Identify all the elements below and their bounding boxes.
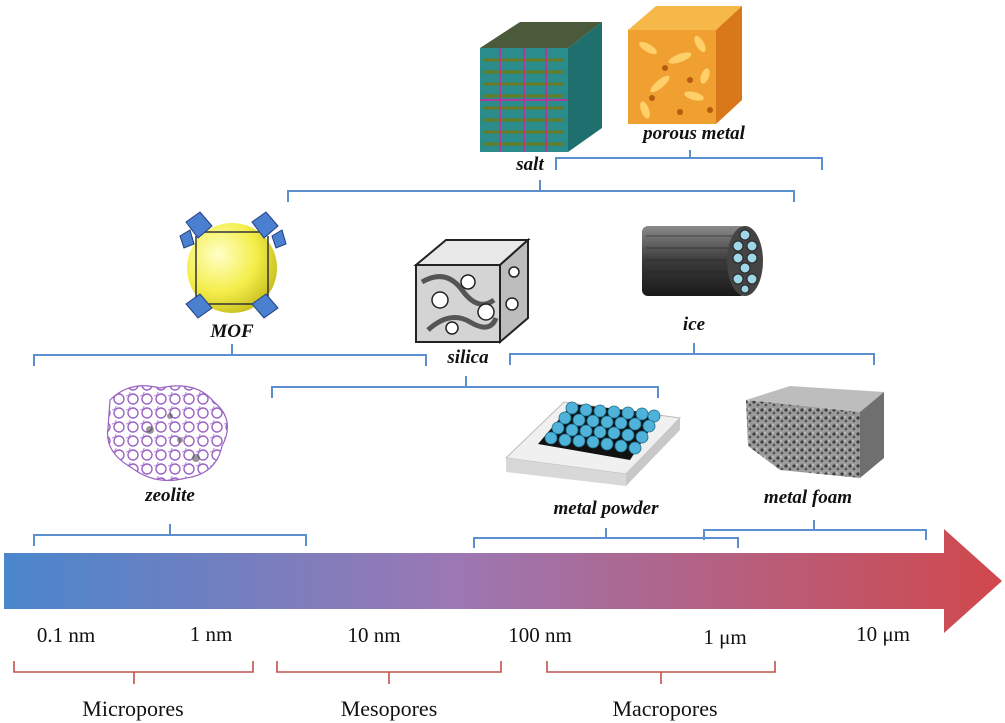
ice-label: ice	[683, 314, 706, 335]
silica-bracket	[271, 376, 659, 398]
metal-foam-bracket	[703, 520, 927, 540]
mof-image	[179, 211, 287, 319]
pore-size-scale-arrow	[4, 529, 1002, 633]
mesopores-label: Mesopores	[341, 696, 438, 721]
ice-image	[642, 226, 763, 296]
scale-label-1um: 1 μm	[703, 625, 746, 649]
pore-range-brackets	[13, 661, 776, 684]
scale-label-10um: 10 μm	[856, 622, 910, 646]
zeolite-image	[106, 385, 229, 481]
scale-label-1nm: 1 nm	[190, 622, 233, 646]
metal-powder-bracket	[473, 528, 739, 548]
silica-image	[413, 237, 531, 345]
mof-label: MOF	[209, 321, 254, 342]
metal-foam-image	[746, 386, 884, 478]
metal-powder-label: metal powder	[553, 498, 659, 519]
zeolite-label: zeolite	[144, 485, 195, 506]
ice-bracket	[509, 343, 875, 365]
salt-bracket	[287, 180, 795, 202]
micropores-bracket	[13, 661, 254, 684]
silica-label: silica	[446, 347, 489, 368]
material-range-brackets	[33, 150, 927, 548]
porous-metal-label: porous metal	[641, 123, 746, 144]
porous-metal-bracket	[555, 150, 823, 170]
scale-label-0.1nm: 0.1 nm	[37, 623, 95, 647]
zeolite-bracket	[33, 524, 307, 546]
porous-metal-image	[628, 6, 742, 124]
salt-label: salt	[515, 154, 544, 175]
micropores-label: Micropores	[82, 696, 183, 721]
scale-label-10nm: 10 nm	[347, 623, 400, 647]
mof-bracket	[33, 344, 427, 366]
mesopores-bracket	[276, 661, 502, 684]
metal-foam-label: metal foam	[764, 487, 852, 508]
salt-image	[480, 22, 602, 152]
macropores-bracket	[546, 661, 776, 684]
metal-powder-image	[504, 401, 682, 486]
macropores-label: Macropores	[612, 696, 717, 721]
scale-label-100nm: 100 nm	[508, 623, 572, 647]
